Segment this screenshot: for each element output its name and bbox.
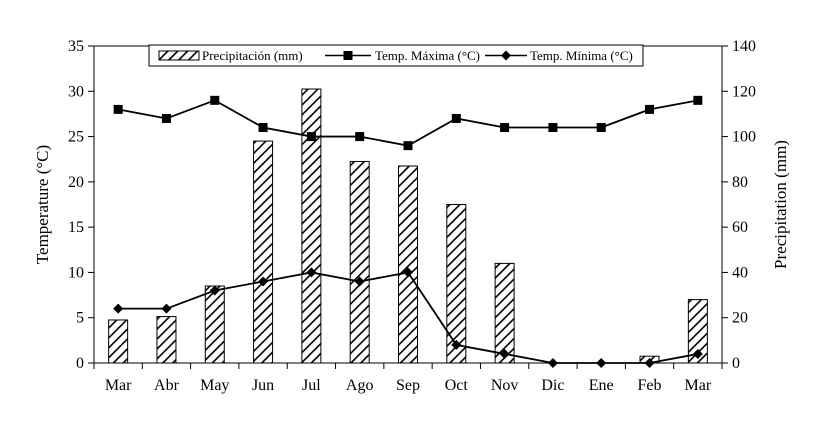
legend: Precipitación (mm) Temp. Máxima (°C) Tem… [148,44,644,67]
tmin-point [209,285,220,296]
y-right-tick-label: 120 [732,83,756,100]
x-tick-label: Sep [396,377,420,394]
tmax-point [451,113,461,123]
precipitation-bar [204,285,225,364]
tmin-point [499,348,510,359]
precipitation-bar [301,88,322,364]
tmin-point [258,276,269,287]
x-tick-label: Jul [302,377,321,394]
x-tick-label: Abr [154,377,180,394]
x-tick-label: Mar [685,377,712,394]
tmax-point [258,123,268,133]
x-tick-label: Jun [252,377,274,394]
precipitation-bar [349,160,370,364]
tmax-point [548,123,558,133]
precipitation-bar [108,319,129,364]
x-tick-label: Ago [346,377,374,394]
x-tick-label: Nov [491,377,519,394]
tmax-point [693,95,703,105]
axes: 0 5 10 15 20 25 30 35 0 20 40 60 80 100 120 140 Mar Abr Ma… [68,38,756,394]
precipitation-bar [398,165,418,364]
x-tick-label: Ene [589,377,614,394]
precipitation-bars [108,88,708,364]
legend-marker-tmin [501,50,511,61]
temperature-lines [113,95,703,368]
x-tick-label: Feb [638,377,662,394]
x-tick-label: Oct [445,377,469,394]
tmin-point [113,303,124,314]
tmax-line [117,99,699,147]
x-tick-label: Dic [541,377,564,394]
precipitation-bar [494,262,515,364]
legend-swatch-precipitation [158,50,200,61]
y-left-tick-label: 5 [76,310,84,327]
legend-marker-tmax [343,51,353,60]
tmax-point [113,104,123,114]
y-left-tick-label: 15 [68,219,84,236]
tmax-point [403,141,413,151]
tmin-point [161,303,172,314]
tmax-point [645,104,655,114]
tmin-point [354,276,365,287]
y-left-tick-label: 10 [68,264,84,281]
y-right-tick-label: 0 [732,355,740,372]
y-right-tick-label: 40 [732,264,748,281]
legend-label-tmin: Temp. Mínima (°C) [530,48,633,63]
precipitation-bar [687,299,708,364]
precipitation-bar [446,204,467,364]
y-left-tick-label: 0 [76,355,84,372]
tmin-point [692,348,703,359]
precipitation-bar [253,140,274,364]
legend-label-tmax: Temp. Máxima (°C) [375,48,480,63]
tmin-point [596,358,607,368]
tmin-point [644,358,655,368]
tmax-point [596,123,606,133]
y-right-tick-label: 20 [732,310,748,327]
tmax-point [210,95,220,105]
legend-label-precipitation: Precipitación (mm) [202,48,303,63]
y-left-tick-label: 30 [68,83,84,100]
y-axis-right-title: Precipitation (mm) [771,140,790,269]
tmax-point [306,132,316,142]
precipitation-bar [156,316,177,364]
y-right-tick-label: 60 [732,219,748,236]
tmin-point [403,267,413,278]
x-tick-label: May [200,377,229,394]
y-right-tick-label: 80 [732,174,748,191]
y-left-tick-label: 25 [68,129,84,146]
tmax-point [500,123,510,133]
y-axis-left-title: Temperature (°C) [33,145,52,264]
tmin-point [451,339,462,350]
y-right-tick-label: 140 [732,38,756,55]
tmin-point [547,358,558,368]
y-right-tick-label: 100 [732,129,756,146]
tmax-point [161,113,171,123]
legend-box [148,44,644,67]
y-left-tick-label: 35 [68,38,84,55]
tmax-point [355,132,365,142]
tmin-point [306,267,317,278]
x-tick-label: Mar [105,377,132,394]
y-left-tick-label: 20 [68,174,84,191]
